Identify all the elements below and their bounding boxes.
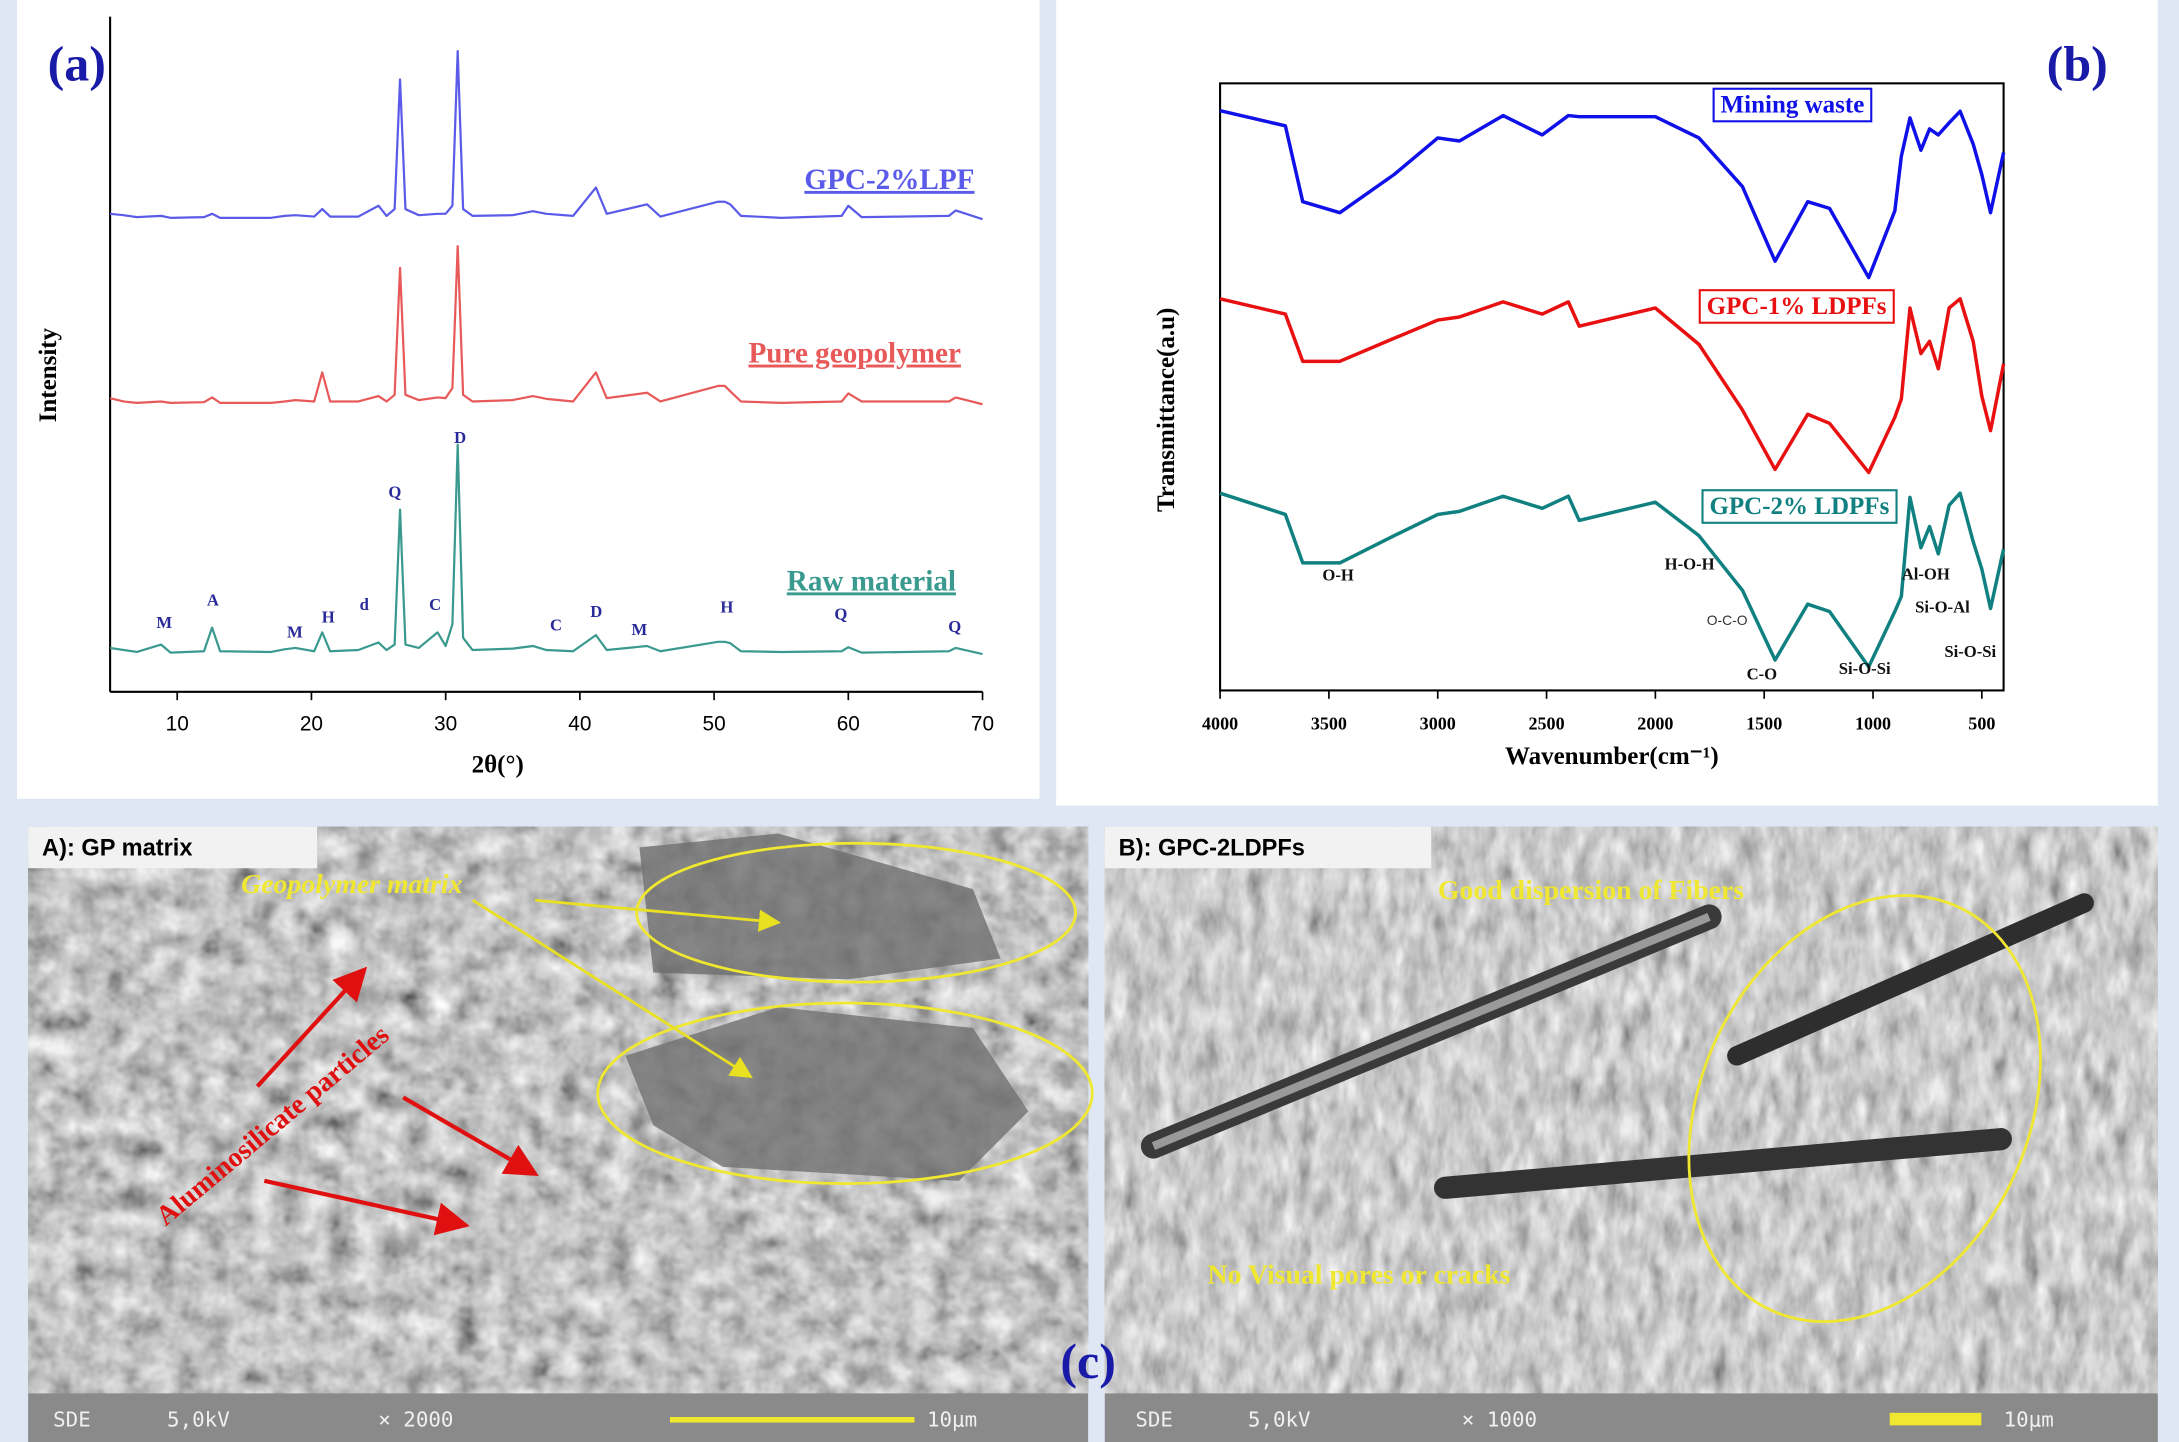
x-tick-label: 4000 — [1202, 713, 1238, 733]
peak-label: M — [287, 623, 303, 642]
x-tick-label: 20 — [300, 713, 323, 736]
legend-label: GPC-2%LPF — [804, 164, 974, 196]
footer-text: 10μm — [927, 1408, 977, 1432]
footer-text: × 1000 — [1462, 1408, 1537, 1432]
page: (a) (b) A): GP matrix Geopolymer matrix … — [0, 0, 2179, 1442]
scale-bar — [1890, 1413, 1982, 1426]
footer-text: SDE — [1135, 1408, 1173, 1432]
panel-label: (a) — [48, 36, 106, 92]
peak-label: Si-O-Al — [1915, 598, 1970, 617]
x-axis-label: 2θ(°) — [472, 751, 524, 778]
sem-a: A): GP matrix Geopolymer matrix Aluminos… — [28, 827, 1092, 1442]
peak-label: A — [207, 591, 219, 610]
x-tick-label: 500 — [1968, 713, 1995, 733]
legend-label: Mining waste — [1721, 92, 1865, 119]
sem-annotation: Good dispersion of Fibers — [1438, 875, 1744, 906]
figure: (a) (b) A): GP matrix Geopolymer matrix … — [0, 0, 2179, 1442]
panel-a — [17, 0, 1039, 799]
x-tick-label: 1000 — [1855, 713, 1891, 733]
x-tick-label: 2000 — [1637, 713, 1673, 733]
peak-label: D — [454, 428, 466, 447]
legend-label: Pure geopolymer — [749, 338, 961, 370]
peak-label: C — [429, 595, 441, 614]
legend-label: GPC-2% LDPFs — [1709, 493, 1889, 520]
scale-bar — [670, 1417, 915, 1423]
peak-label: M — [156, 613, 172, 632]
peak-label: Q — [834, 605, 847, 624]
sem-title: A): GP matrix — [42, 836, 192, 862]
sem-annotation: Geopolymer matrix — [241, 869, 462, 900]
peak-label: d — [360, 595, 370, 614]
x-tick-label: 3500 — [1311, 713, 1347, 733]
x-tick-label: 40 — [568, 713, 591, 736]
x-axis-label: Wavenumber(cm⁻¹) — [1505, 743, 1719, 770]
peak-label: M — [632, 620, 648, 639]
legend-label: GPC-1% LDPFs — [1707, 293, 1887, 320]
x-tick-label: 10 — [166, 713, 189, 736]
peak-label: O-H — [1322, 566, 1354, 585]
footer-text: SDE — [53, 1408, 91, 1432]
x-tick-label: 1500 — [1746, 713, 1782, 733]
y-axis-label: Intensity — [35, 327, 62, 422]
x-tick-label: 70 — [971, 713, 994, 736]
x-tick-label: 50 — [703, 713, 726, 736]
footer-text: × 2000 — [378, 1408, 453, 1432]
sem-annotation: No Visual pores or cracks — [1208, 1260, 1511, 1291]
y-axis-label: Transmittance(a.u) — [1153, 308, 1180, 512]
peak-label: C-O — [1747, 664, 1778, 683]
sem-b: B): GPC-2LDPFs Good dispersion of Fibers… — [1105, 827, 2158, 1442]
peak-label: Q — [948, 617, 961, 636]
panel-label: (b) — [2047, 36, 2108, 92]
peak-label: O-C-O — [1707, 612, 1748, 628]
peak-label: D — [590, 602, 602, 621]
x-tick-label: 60 — [837, 713, 860, 736]
sem-title: B): GPC-2LDPFs — [1119, 836, 1305, 862]
peak-label: Si-O-Si — [1839, 659, 1891, 678]
footer-text: 5,0kV — [167, 1408, 230, 1432]
peak-label: Q — [388, 482, 401, 501]
panel-label: (c) — [1060, 1333, 1116, 1389]
x-tick-label: 30 — [434, 713, 457, 736]
peak-label: H — [720, 598, 733, 617]
legend-label: Raw material — [787, 565, 956, 597]
peak-label: H-O-H — [1665, 555, 1715, 574]
footer-text: 5,0kV — [1248, 1408, 1311, 1432]
peak-label: C — [550, 616, 562, 635]
peak-label: H — [322, 607, 335, 626]
x-tick-label: 2500 — [1529, 713, 1565, 733]
peak-label: Si-O-Si — [1944, 642, 1996, 661]
footer-text: 10μm — [2004, 1408, 2054, 1432]
x-tick-label: 3000 — [1420, 713, 1456, 733]
peak-label: Al-OH — [1902, 564, 1950, 583]
panel-b — [1056, 0, 2158, 806]
